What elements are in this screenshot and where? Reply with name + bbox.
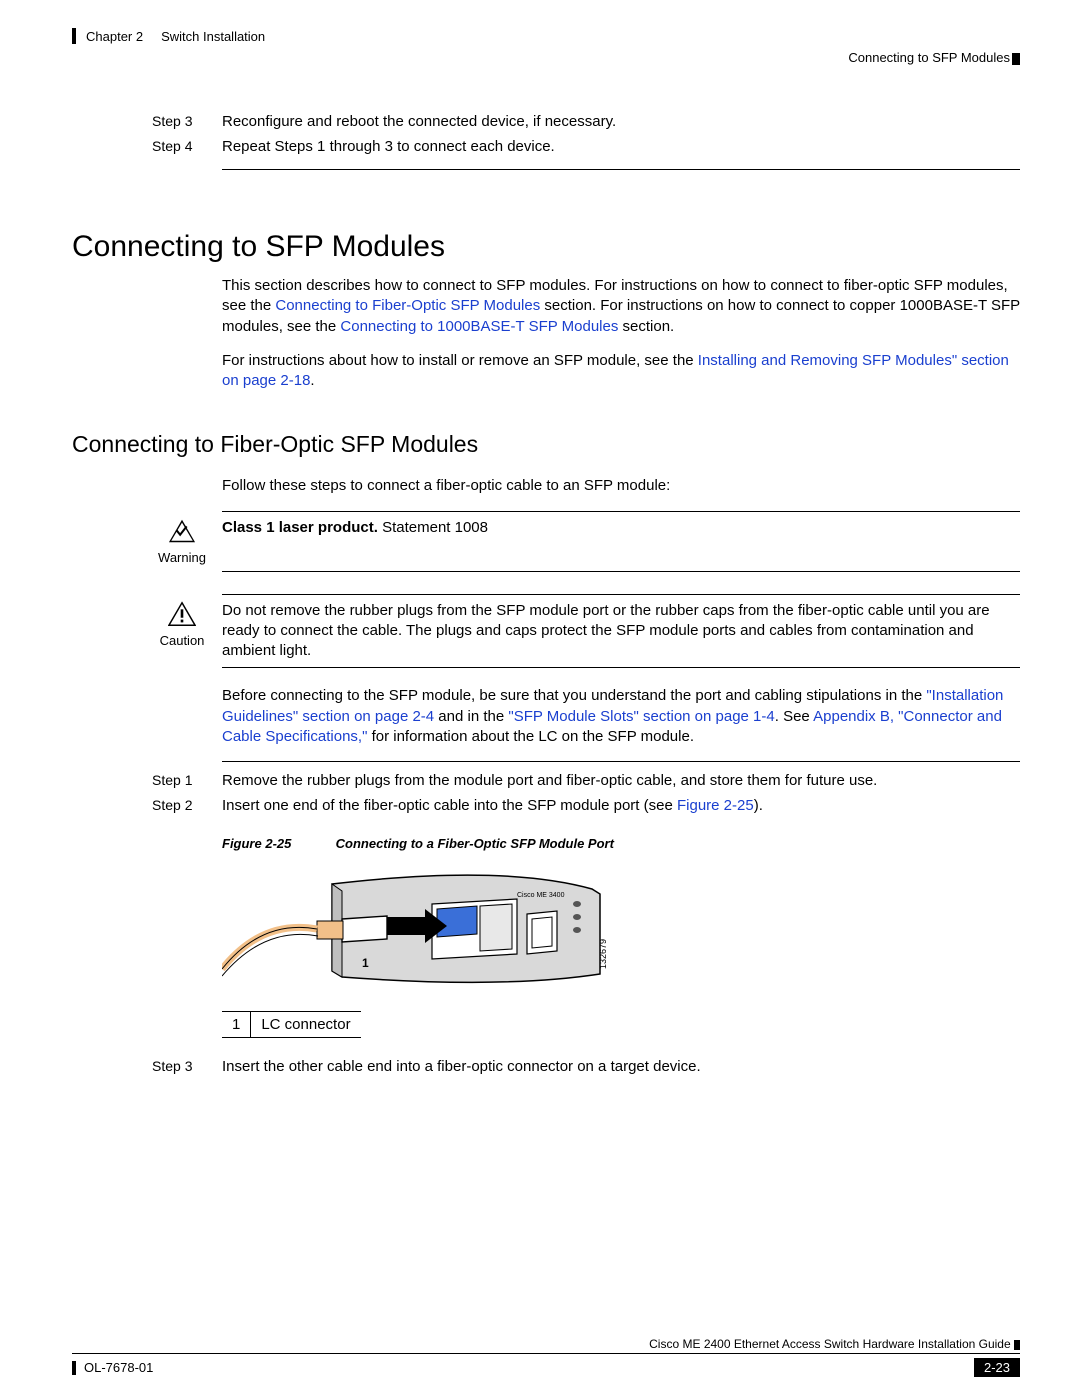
step-row: Step 1 Remove the rubber plugs from the … <box>152 772 1020 789</box>
step-label: Step 2 <box>152 797 222 814</box>
table-row: 1 LC connector <box>222 1012 361 1038</box>
callout-text: LC connector <box>251 1012 361 1038</box>
caution-block: Caution Do not remove the rubber plugs f… <box>72 601 1020 662</box>
callout-number: 1 <box>222 1012 251 1038</box>
step-text: Insert the other cable end into a fiber-… <box>222 1058 1020 1075</box>
subsection-header: Connecting to SFP Modules <box>72 50 1020 65</box>
link-sfp-slots[interactable]: "SFP Module Slots" section on page 1-4 <box>508 708 774 725</box>
footer-block-icon <box>1014 1340 1020 1350</box>
stipulation-paragraph: Before connecting to the SFP module, be … <box>222 686 1020 747</box>
caution-text: Do not remove the rubber plugs from the … <box>222 601 1020 662</box>
subsection-label: Connecting to SFP Modules <box>848 50 1010 65</box>
step-row: Step 3 Reconfigure and reboot the connec… <box>152 113 1020 130</box>
chapter-label: Chapter 2 <box>86 29 143 44</box>
section-label: Switch Installation <box>161 29 265 44</box>
figure-caption: Figure 2-25 Connecting to a Fiber-Optic … <box>222 836 1020 851</box>
warning-block: Warning Class 1 laser product. Statement… <box>72 518 1020 565</box>
footer-bar-icon <box>72 1361 76 1375</box>
divider <box>222 594 1020 595</box>
warning-text: Class 1 laser product. Statement 1008 <box>222 518 1020 538</box>
link-figure-2-25[interactable]: Figure 2-25 <box>677 797 754 814</box>
page: Chapter 2 Switch Installation Connecting… <box>0 0 1080 1397</box>
step-label: Step 3 <box>152 1058 222 1075</box>
caution-icon <box>168 601 196 627</box>
page-title: Connecting to SFP Modules <box>72 230 1020 264</box>
procedure-steps-cont: Step 3 Insert the other cable end into a… <box>152 1058 1020 1075</box>
link-1000base-t[interactable]: Connecting to 1000BASE-T SFP Modules <box>340 318 618 335</box>
lead-text: Follow these steps to connect a fiber-op… <box>222 476 1020 496</box>
step-text: Reconfigure and reboot the connected dev… <box>222 113 1020 130</box>
caution-label: Caution <box>152 633 212 648</box>
step-text: Remove the rubber plugs from the module … <box>222 772 1020 789</box>
sfp-module-illustration: Cisco ME 3400 1 132679 <box>222 859 622 999</box>
divider <box>222 761 1020 762</box>
figure-title: Connecting to a Fiber-Optic SFP Module P… <box>336 836 614 851</box>
page-footer: Cisco ME 2400 Ethernet Access Switch Har… <box>72 1337 1020 1377</box>
page-number-badge: 2-23 <box>974 1358 1020 1377</box>
footer-guide-title: Cisco ME 2400 Ethernet Access Switch Har… <box>72 1337 1020 1354</box>
divider <box>222 511 1020 512</box>
figure-number: Figure 2-25 <box>222 836 332 851</box>
device-label-text: Cisco ME 3400 <box>517 892 565 899</box>
header-block-icon <box>1012 53 1020 65</box>
step-label: Step 3 <box>152 113 222 130</box>
warning-label: Warning <box>152 550 212 565</box>
step-row: Step 4 Repeat Steps 1 through 3 to conne… <box>152 138 1020 155</box>
warning-icon <box>168 518 196 544</box>
header-bar-icon <box>72 28 76 44</box>
art-id-text: 132679 <box>598 939 608 969</box>
step-label: Step 1 <box>152 772 222 789</box>
pre-steps: Step 3 Reconfigure and reboot the connec… <box>152 113 1020 155</box>
callout-table: 1 LC connector <box>222 1011 361 1038</box>
intro-paragraph: This section describes how to connect to… <box>222 276 1020 337</box>
step-row: Step 3 Insert the other cable end into a… <box>152 1058 1020 1075</box>
divider <box>222 667 1020 668</box>
svg-text:1: 1 <box>362 956 369 970</box>
section-heading: Connecting to Fiber-Optic SFP Modules <box>72 431 1020 458</box>
figure-image: Cisco ME 3400 1 132679 <box>222 859 1020 1003</box>
link-fiber-optic[interactable]: Connecting to Fiber-Optic SFP Modules <box>275 297 540 314</box>
step-text: Repeat Steps 1 through 3 to connect each… <box>222 138 1020 155</box>
running-header: Chapter 2 Switch Installation <box>72 28 1020 44</box>
procedure-steps: Step 1 Remove the rubber plugs from the … <box>152 772 1020 814</box>
step-text: Insert one end of the fiber-optic cable … <box>222 797 1020 814</box>
step-label: Step 4 <box>152 138 222 155</box>
divider <box>222 169 1020 170</box>
step-row: Step 2 Insert one end of the fiber-optic… <box>152 797 1020 814</box>
intro-paragraph-2: For instructions about how to install or… <box>222 351 1020 392</box>
footer-doc-id: OL-7678-01 <box>72 1360 153 1376</box>
divider <box>222 571 1020 572</box>
